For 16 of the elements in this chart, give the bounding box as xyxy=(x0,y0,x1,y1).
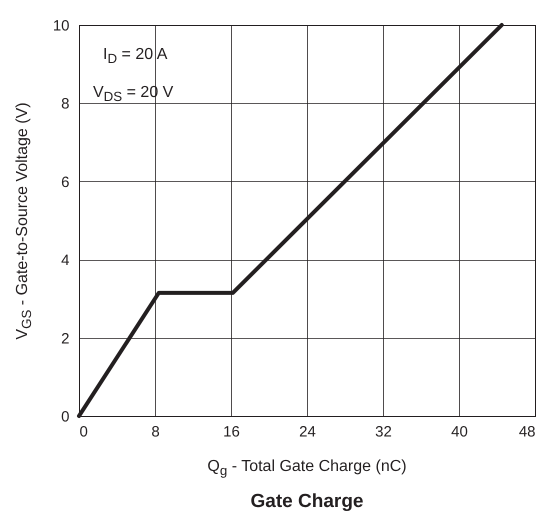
x-axis-title: Q$_{g}$ - Total Gate Charge (nC) xyxy=(207,458,407,478)
y-tick-label: 8 xyxy=(61,96,70,113)
x-tick-label: 0 xyxy=(80,424,88,440)
x-tick-label: 8 xyxy=(151,424,160,440)
text: Gate Charge xyxy=(250,491,364,513)
x-tick-label: 48 xyxy=(518,424,536,440)
x-tick-label: 16 xyxy=(223,424,240,440)
x-tick-label: 32 xyxy=(375,424,392,440)
y-tick-label: 2 xyxy=(61,330,70,348)
y-tick-label: 10 xyxy=(52,18,70,34)
y-tick-label: 4 xyxy=(61,252,70,270)
x-tick-label: 24 xyxy=(299,424,316,440)
y-tick-label: 0 xyxy=(61,408,70,426)
x-tick-label: 40 xyxy=(451,424,468,440)
annotation: I$_{D}$ = 20 A xyxy=(103,46,168,66)
y-tick-label: 6 xyxy=(61,174,70,191)
